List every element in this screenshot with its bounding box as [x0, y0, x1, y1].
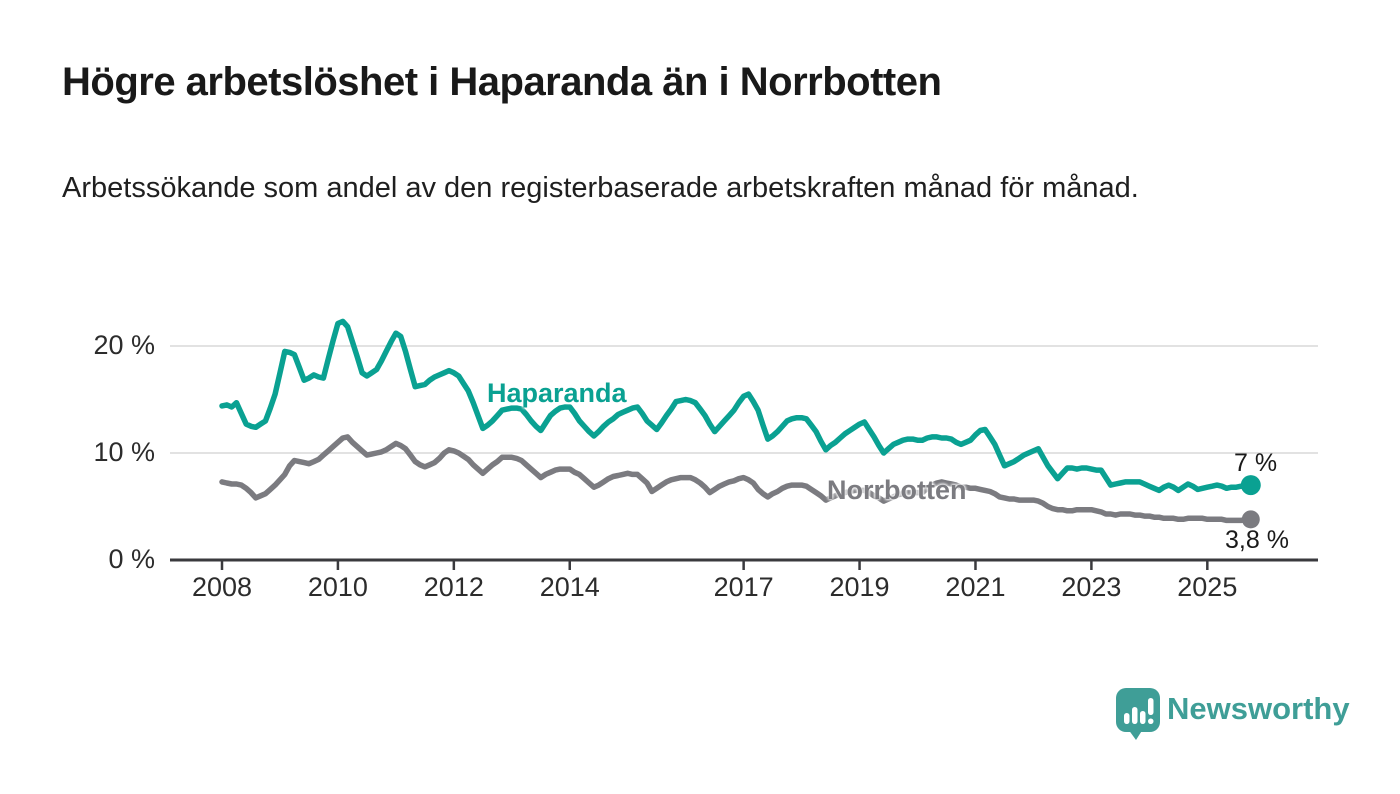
x-tick-label-2012: 2012: [423, 572, 484, 602]
y-tick-label-10: 10 %: [93, 437, 155, 467]
line-norrbotten: [219, 434, 1254, 524]
end-value-haparanda: 7 %: [1234, 449, 1278, 477]
line-haparanda: [219, 318, 1254, 494]
x-tick-label-2023: 2023: [1061, 572, 1122, 602]
page-title: Högre arbetslöshet i Haparanda än i Norr…: [62, 60, 942, 104]
series-label-haparanda: Haparanda: [487, 378, 627, 408]
newsworthy-logo-icon: [1116, 688, 1160, 740]
y-tick-label-20: 20 %: [93, 330, 155, 360]
x-tick-label-2008: 2008: [191, 572, 253, 602]
x-tick-label-2017: 2017: [713, 572, 774, 602]
newsworthy-logo: Newsworthy: [1115, 687, 1350, 741]
end-value-norrbotten: 3,8 %: [1225, 526, 1289, 554]
x-tick-label-2025: 2025: [1177, 572, 1238, 602]
y-tick-label-0: 0 %: [108, 544, 155, 574]
series-label-norrbotten: Norrbotten: [827, 475, 967, 505]
page-subtitle: Arbetssökande som andel av den registerb…: [62, 172, 1139, 204]
x-tick-label-2019: 2019: [829, 572, 890, 602]
x-tick-label-2021: 2021: [945, 572, 1006, 602]
newsworthy-logo-text: Newsworthy: [1167, 691, 1350, 726]
end-dot-haparanda: [1240, 475, 1261, 496]
end-dot-norrbotten: [1241, 510, 1260, 529]
x-tick-label-2014: 2014: [539, 572, 600, 602]
x-tick-label-2010: 2010: [307, 572, 368, 602]
